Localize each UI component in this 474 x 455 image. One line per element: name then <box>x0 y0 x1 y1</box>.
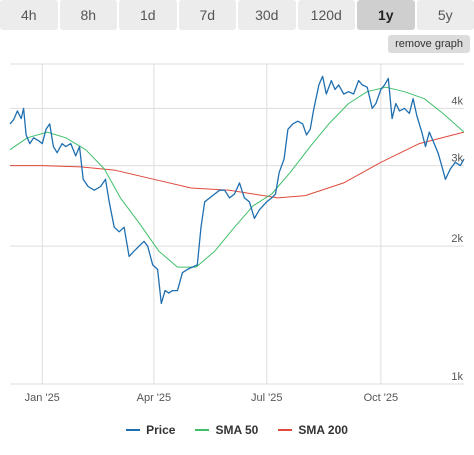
series-line-sma-50 <box>9 86 465 268</box>
series-layer <box>9 75 465 305</box>
tab-8h[interactable]: 8h <box>59 0 117 30</box>
tab-120d[interactable]: 120d <box>297 0 355 30</box>
series-line-price <box>9 75 465 305</box>
legend-item-sma-200[interactable]: SMA 200 <box>278 423 348 437</box>
legend-label: SMA 50 <box>215 423 259 437</box>
remove-graph-button[interactable]: remove graph <box>388 35 470 53</box>
legend-swatch <box>126 429 141 431</box>
x-tick-label: Apr '25 <box>137 392 172 404</box>
y-tick-label: 2k <box>451 233 463 245</box>
grid-layer <box>10 63 464 385</box>
legend-item-sma-50[interactable]: SMA 50 <box>195 423 258 437</box>
tab-30d[interactable]: 30d <box>238 0 296 30</box>
axis-layer: 1k 2k 3k 4k Jan '25 Apr '25 Jul '25 Oct '25 <box>25 95 464 404</box>
tab-1y[interactable]: 1y <box>357 0 415 30</box>
legend-item-price[interactable]: Price <box>126 423 175 437</box>
legend-swatch <box>278 429 293 431</box>
legend-label: SMA 200 <box>298 423 348 437</box>
y-tick-label: 1k <box>451 371 463 383</box>
x-tick-label: Jul '25 <box>251 392 282 404</box>
x-tick-label: Jan '25 <box>25 392 60 404</box>
x-tick-label: Oct '25 <box>364 392 399 404</box>
tab-4h[interactable]: 4h <box>0 0 58 30</box>
tab-1d[interactable]: 1d <box>119 0 177 30</box>
tab-5y[interactable]: 5y <box>416 0 474 30</box>
timeframe-tabs: 4h 8h 1d 7d 30d 120d 1y 5y <box>0 0 474 30</box>
tab-7d[interactable]: 7d <box>178 0 236 30</box>
legend-label: Price <box>146 423 176 437</box>
legend-swatch <box>195 429 210 431</box>
y-tick-label: 3k <box>451 153 463 165</box>
y-tick-label: 4k <box>451 95 463 107</box>
series-line-sma-200 <box>10 131 465 199</box>
legend: Price SMA 50 SMA 200 <box>0 420 474 440</box>
